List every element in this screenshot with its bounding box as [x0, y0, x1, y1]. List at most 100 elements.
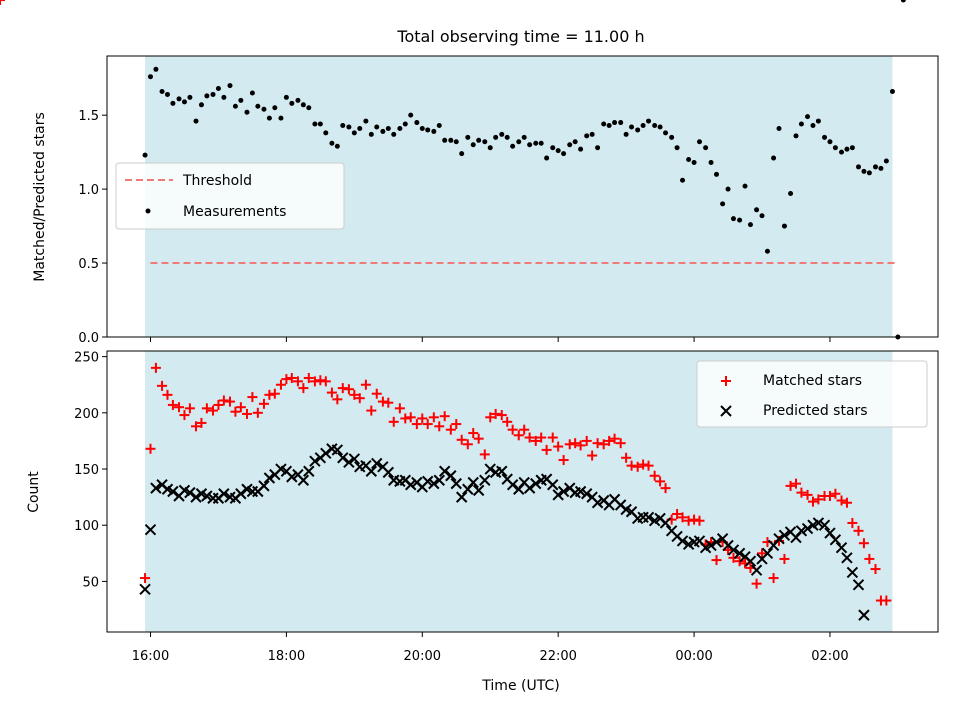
- predicted-star-point: [591, 497, 604, 509]
- measurement-point: [374, 124, 380, 130]
- measurement-point: [669, 134, 675, 140]
- matched-star-point: [473, 433, 484, 444]
- measurement-point: [759, 213, 765, 219]
- measurement-point: [584, 133, 590, 139]
- measurement-point: [646, 118, 652, 124]
- matched-star-point: [841, 497, 852, 508]
- matched-star-point: [564, 439, 575, 450]
- measurement-point: [674, 145, 680, 151]
- measurement-point: [793, 133, 799, 139]
- measurement-point: [629, 124, 635, 130]
- matched-star-point: [592, 438, 603, 449]
- matched-star-point: [615, 438, 626, 449]
- measurement-point: [323, 130, 329, 136]
- measurement-point: [703, 145, 709, 151]
- measurement-point: [249, 90, 255, 96]
- predicted-star-point: [744, 555, 757, 567]
- matched-star-point: [264, 389, 275, 400]
- matched-star-point: [337, 383, 348, 394]
- measurement-point: [606, 123, 612, 129]
- predicted-star-point: [201, 490, 213, 502]
- matched-star-point: [519, 424, 530, 435]
- matched-star-point: [677, 512, 688, 523]
- measurement-point: [555, 148, 561, 154]
- matched-star-point: [847, 517, 858, 528]
- matched-star-point: [411, 419, 422, 430]
- measurement-point: [578, 146, 584, 152]
- measurement-point: [550, 145, 556, 151]
- measurement-point: [453, 139, 459, 145]
- bottom-ytick-label: 150: [74, 463, 99, 478]
- matched-star-point: [422, 419, 433, 430]
- measurement-point: [397, 125, 403, 131]
- bottom-xtick-label: 18:00: [268, 649, 305, 664]
- measurement-point: [737, 217, 743, 223]
- bottom-ytick-label: 100: [74, 519, 99, 534]
- predicted-star-point: [523, 482, 536, 494]
- measurement-point: [278, 115, 284, 121]
- measurement-point: [329, 140, 335, 146]
- measurement-point: [561, 151, 567, 157]
- matched-star-point: [394, 403, 405, 414]
- bottom-xlabel: Time (UTC): [481, 678, 559, 694]
- matched-star-point: [802, 489, 813, 500]
- matched-star-point: [349, 389, 360, 400]
- measurement-point: [380, 128, 386, 134]
- measurements-legend-label: Measurements: [183, 204, 286, 220]
- predicted-star-point: [750, 564, 763, 576]
- measurement-point: [686, 157, 692, 163]
- measurement-point: [408, 112, 414, 118]
- predicted-star-point: [733, 547, 746, 560]
- measurement-point: [470, 142, 476, 148]
- matched-star-point: [672, 508, 683, 519]
- measurement-point: [306, 105, 312, 111]
- predicted-stars-points: [139, 443, 870, 621]
- measurement-point: [742, 183, 748, 189]
- matched-star-point: [547, 432, 558, 443]
- predicted-star-point: [761, 547, 774, 560]
- top-ytick-label: 1.5: [78, 109, 99, 124]
- matched-star-point: [0, 0, 5, 5]
- matched-star-point: [683, 515, 694, 526]
- top-title: Total observing time = 11.00 h: [396, 27, 644, 46]
- measurement-point: [900, 0, 906, 3]
- measurement-point: [589, 131, 595, 137]
- measurement-point: [215, 86, 221, 92]
- matched-star-point: [479, 449, 490, 460]
- matched-star-point: [417, 413, 428, 424]
- measurement-point: [533, 140, 539, 146]
- measurement-point: [164, 91, 170, 97]
- predicted-star-point: [479, 474, 491, 486]
- measurement-point: [516, 139, 522, 145]
- measurement-point: [351, 130, 357, 136]
- predicted-star-point: [371, 457, 383, 470]
- measurement-point: [221, 94, 227, 100]
- measurement-point: [142, 152, 148, 158]
- measurement-point: [538, 140, 544, 146]
- measurement-point: [295, 97, 301, 103]
- bottom-x-ticks: 16:00 18:00 20:00 22:00 00:00 02:00: [132, 632, 849, 664]
- matched-star-point: [320, 376, 331, 387]
- predicted-star-point: [773, 533, 785, 545]
- measurement-point: [499, 131, 505, 137]
- measurement-point: [204, 93, 210, 99]
- matched-star-point: [541, 444, 552, 455]
- measurement-point: [419, 125, 425, 131]
- measurement-point: [747, 222, 753, 228]
- measurement-point: [652, 123, 658, 129]
- predicted-star-point: [331, 444, 344, 456]
- top-axes: 0.0 0.5 1.0 1.5 Total observing time = 11.0…: [32, 0, 939, 346]
- matched-star-point: [247, 392, 258, 403]
- predicted-star-point: [184, 486, 196, 499]
- matched-star-point: [502, 416, 513, 427]
- matched-star-point: [275, 379, 286, 390]
- measurement-point: [839, 149, 845, 155]
- matched-star-point: [796, 487, 807, 498]
- measurement-point: [725, 186, 731, 192]
- measurement-point: [198, 102, 204, 108]
- matched-star-point: [281, 374, 292, 385]
- matched-star-point: [694, 515, 705, 526]
- bottom-legend-box: [696, 360, 928, 428]
- matched-star-point: [632, 461, 643, 472]
- measurement-point: [798, 121, 804, 127]
